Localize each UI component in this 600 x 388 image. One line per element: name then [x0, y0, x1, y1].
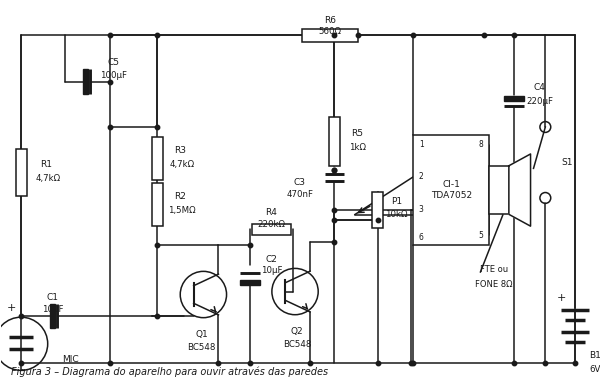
- Text: C4: C4: [533, 83, 545, 92]
- Text: 100μF: 100μF: [100, 71, 127, 80]
- Text: Q1: Q1: [195, 330, 208, 339]
- Text: MIC: MIC: [62, 355, 79, 364]
- Bar: [489, 166, 509, 214]
- Text: Figura 3 – Diagrama do aparelho para ouvir através das paredes: Figura 3 – Diagrama do aparelho para ouv…: [11, 367, 328, 377]
- Text: 220kΩ: 220kΩ: [257, 220, 286, 229]
- Bar: [413, 135, 489, 245]
- Text: 8: 8: [479, 140, 484, 149]
- Text: R4: R4: [265, 208, 277, 217]
- Text: 10μF: 10μF: [42, 305, 64, 314]
- Bar: [50, 304, 55, 328]
- Text: 4,7kΩ: 4,7kΩ: [35, 174, 60, 183]
- Text: BC548: BC548: [187, 343, 215, 352]
- Text: S1: S1: [561, 158, 573, 167]
- Text: R3: R3: [174, 146, 186, 155]
- Text: 10μF: 10μF: [260, 266, 282, 275]
- Bar: [504, 96, 524, 101]
- Text: 1kΩ: 1kΩ: [349, 143, 365, 152]
- Text: 10kΩ: 10kΩ: [385, 210, 408, 219]
- Text: Q2: Q2: [290, 327, 304, 336]
- Text: 2: 2: [419, 172, 424, 181]
- Bar: [373, 192, 383, 227]
- Text: P1: P1: [391, 197, 402, 206]
- Text: +: +: [7, 303, 16, 313]
- Text: 1,5MΩ: 1,5MΩ: [168, 206, 196, 215]
- Text: C2: C2: [265, 255, 277, 263]
- Bar: [251, 223, 291, 236]
- Bar: [302, 29, 358, 42]
- Text: B1: B1: [589, 351, 600, 360]
- Text: 3: 3: [419, 205, 424, 215]
- Text: BC548: BC548: [283, 340, 311, 349]
- Bar: [83, 69, 88, 94]
- Text: 6V: 6V: [589, 365, 600, 374]
- Bar: [152, 137, 163, 180]
- Bar: [152, 183, 163, 225]
- Text: 5: 5: [479, 231, 484, 240]
- Text: R1: R1: [40, 160, 52, 169]
- Polygon shape: [509, 154, 530, 226]
- Text: 560Ω: 560Ω: [319, 27, 341, 36]
- Text: C1: C1: [47, 293, 59, 302]
- Text: 1: 1: [419, 140, 424, 149]
- Text: FONE 8Ω: FONE 8Ω: [475, 280, 513, 289]
- Text: C5: C5: [107, 59, 119, 68]
- Text: 6: 6: [419, 233, 424, 242]
- Text: FTE ou: FTE ou: [480, 265, 508, 274]
- Bar: [240, 280, 260, 285]
- Text: 4,7kΩ: 4,7kΩ: [169, 160, 194, 169]
- Text: CI-1
TDA7052: CI-1 TDA7052: [431, 180, 472, 200]
- Text: R6: R6: [324, 16, 336, 24]
- Bar: [329, 117, 340, 166]
- Text: R2: R2: [174, 192, 185, 201]
- Bar: [16, 149, 26, 196]
- Text: 470nF: 470nF: [286, 191, 313, 199]
- Text: R5: R5: [351, 129, 363, 139]
- Text: C3: C3: [294, 178, 306, 187]
- Text: 220μF: 220μF: [526, 97, 553, 106]
- Text: +: +: [556, 293, 566, 303]
